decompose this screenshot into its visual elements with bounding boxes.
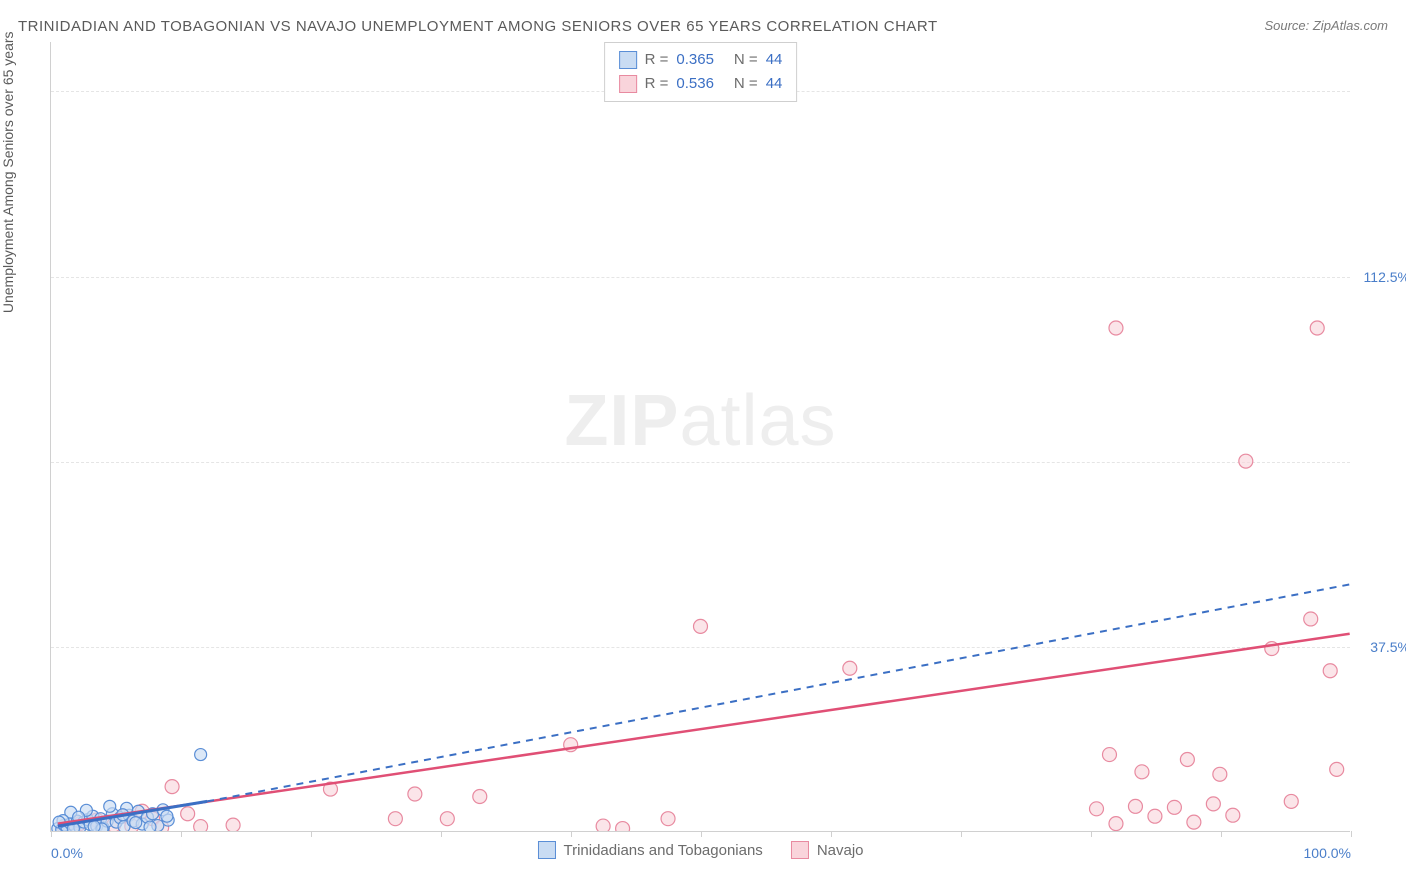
stat-r-label-b: R = bbox=[645, 72, 669, 96]
scatter-svg bbox=[51, 42, 1350, 831]
point-b bbox=[1109, 321, 1123, 335]
stat-n-label-a: N = bbox=[734, 48, 758, 72]
point-b bbox=[1128, 799, 1142, 813]
stat-n-val-a: 44 bbox=[766, 48, 783, 72]
point-b bbox=[1180, 753, 1194, 767]
point-b bbox=[440, 812, 454, 826]
x-tick bbox=[441, 831, 442, 837]
stat-n-label-b: N = bbox=[734, 72, 758, 96]
point-b bbox=[181, 807, 195, 821]
x-tick bbox=[961, 831, 962, 837]
point-b bbox=[1102, 748, 1116, 762]
legend-bottom: Trinidadians and Tobagonians Navajo bbox=[537, 841, 863, 859]
point-b bbox=[473, 789, 487, 803]
x-tick bbox=[1221, 831, 1222, 837]
point-b bbox=[1090, 802, 1104, 816]
y-tick-label: 37.5% bbox=[1355, 639, 1406, 655]
x-tick bbox=[1091, 831, 1092, 837]
x-tick bbox=[831, 831, 832, 837]
point-b bbox=[1323, 664, 1337, 678]
y-tick-label: 112.5% bbox=[1355, 269, 1406, 285]
source-label: Source: ZipAtlas.com bbox=[1264, 18, 1388, 33]
legend-swatch-b-icon bbox=[791, 841, 809, 859]
legend-label-b: Navajo bbox=[817, 842, 864, 859]
point-b bbox=[616, 822, 630, 831]
stats-legend-box: R = 0.365 N = 44 R = 0.536 N = 44 bbox=[604, 42, 798, 102]
stat-r-label-a: R = bbox=[645, 48, 669, 72]
point-b bbox=[596, 819, 610, 831]
point-b bbox=[1206, 797, 1220, 811]
point-b bbox=[1226, 808, 1240, 822]
point-b bbox=[1310, 321, 1324, 335]
point-b bbox=[1109, 817, 1123, 831]
point-b bbox=[226, 818, 240, 831]
x-tick bbox=[701, 831, 702, 837]
point-b bbox=[1135, 765, 1149, 779]
legend-label-a: Trinidadians and Tobagonians bbox=[563, 842, 762, 859]
legend-item-b: Navajo bbox=[791, 841, 864, 859]
point-b bbox=[661, 812, 675, 826]
point-b bbox=[1187, 815, 1201, 829]
trend-line-a-dashed bbox=[207, 584, 1350, 801]
stats-row-a: R = 0.365 N = 44 bbox=[619, 48, 783, 72]
legend-swatch-a-icon bbox=[537, 841, 555, 859]
point-b bbox=[194, 820, 208, 831]
point-b bbox=[1148, 809, 1162, 823]
x-tick-label: 0.0% bbox=[51, 845, 83, 861]
swatch-b-icon bbox=[619, 75, 637, 93]
stats-row-b: R = 0.536 N = 44 bbox=[619, 72, 783, 96]
point-b bbox=[694, 619, 708, 633]
point-b bbox=[1284, 794, 1298, 808]
point-b bbox=[165, 780, 179, 794]
x-tick bbox=[1351, 831, 1352, 837]
plot-area: ZIPatlas R = 0.365 N = 44 R = 0.536 N = … bbox=[50, 42, 1350, 832]
point-b bbox=[1304, 612, 1318, 626]
x-tick bbox=[181, 831, 182, 837]
x-tick-label: 100.0% bbox=[1304, 845, 1351, 861]
x-tick bbox=[571, 831, 572, 837]
point-a bbox=[195, 749, 207, 761]
point-b bbox=[408, 787, 422, 801]
point-b bbox=[1167, 800, 1181, 814]
point-b bbox=[843, 661, 857, 675]
point-b bbox=[388, 812, 402, 826]
stat-r-val-b: 0.536 bbox=[676, 72, 714, 96]
stat-n-val-b: 44 bbox=[766, 72, 783, 96]
point-a bbox=[144, 821, 156, 831]
trend-line-b bbox=[58, 634, 1350, 824]
point-b bbox=[1213, 767, 1227, 781]
y-axis-label: Unemployment Among Seniors over 65 years bbox=[0, 31, 16, 313]
x-tick bbox=[51, 831, 52, 837]
swatch-a-icon bbox=[619, 51, 637, 69]
legend-item-a: Trinidadians and Tobagonians bbox=[537, 841, 762, 859]
point-b bbox=[1239, 454, 1253, 468]
point-a bbox=[104, 800, 116, 812]
chart-title: TRINIDADIAN AND TOBAGONIAN VS NAVAJO UNE… bbox=[18, 18, 938, 35]
point-a bbox=[130, 817, 142, 829]
x-tick bbox=[311, 831, 312, 837]
stat-r-val-a: 0.365 bbox=[676, 48, 714, 72]
point-b bbox=[1330, 762, 1344, 776]
point-a bbox=[161, 810, 173, 822]
